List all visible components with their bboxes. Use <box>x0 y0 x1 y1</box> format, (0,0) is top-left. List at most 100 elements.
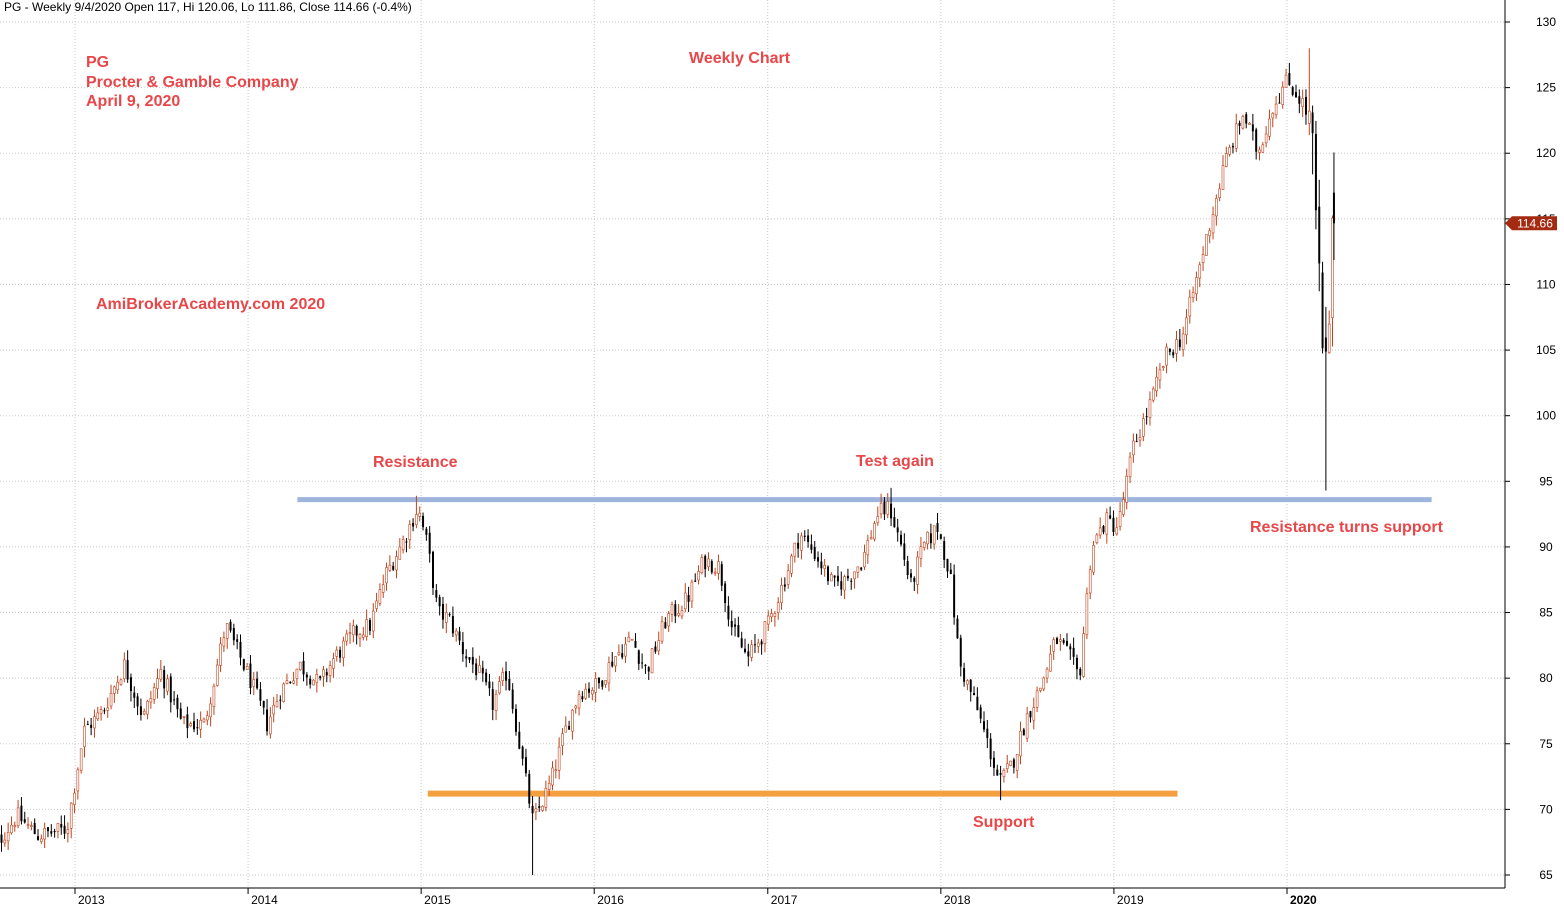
candle-body <box>876 516 880 524</box>
candle-body <box>1092 545 1095 573</box>
candle-body <box>926 531 929 545</box>
candle-body <box>873 523 876 540</box>
candle-body <box>817 557 820 562</box>
candle-body <box>1318 206 1321 264</box>
candle-body <box>428 532 431 554</box>
candle-body <box>966 680 969 685</box>
candle-body <box>454 630 458 636</box>
candle-body <box>561 733 564 747</box>
x-tick-label: 2020 <box>1290 893 1317 907</box>
candle-body <box>1298 96 1301 104</box>
candle-body <box>946 558 949 572</box>
candle-body <box>800 535 803 551</box>
candle-body <box>1291 87 1294 95</box>
candle-body <box>1327 323 1331 354</box>
candle-layer <box>0 48 1335 875</box>
candle-body <box>890 503 893 519</box>
candle-body <box>690 581 694 602</box>
candle-body <box>1148 399 1152 418</box>
candle-body <box>435 590 438 598</box>
candle-body <box>1035 690 1039 708</box>
candle-body <box>1102 525 1105 533</box>
candle-body <box>574 705 578 709</box>
candle-body <box>803 535 806 537</box>
candle-body <box>1201 254 1205 263</box>
candle-body <box>126 660 129 680</box>
candle-body <box>956 618 959 639</box>
candle-body <box>142 711 146 715</box>
candle-body <box>604 680 607 685</box>
candle-body <box>1112 517 1115 533</box>
candle-body <box>581 696 584 700</box>
candle-body <box>856 566 860 573</box>
candle-body <box>292 680 295 684</box>
candle-body <box>916 556 919 585</box>
candle-body <box>1062 640 1065 643</box>
candle-body <box>544 787 548 808</box>
candle-body <box>166 678 169 692</box>
candle-body <box>860 567 863 570</box>
candle-body <box>1069 646 1072 650</box>
candle-body <box>786 570 790 585</box>
candle-body <box>992 757 995 768</box>
candle-body <box>797 542 800 549</box>
candle-body <box>50 831 53 834</box>
candle-body <box>1321 272 1324 349</box>
candle-body <box>740 638 743 648</box>
candle-body <box>903 543 906 560</box>
candle-body <box>524 757 527 774</box>
candle-body <box>109 692 113 707</box>
candle-body <box>371 610 375 632</box>
candle-body <box>60 824 63 828</box>
candle-body <box>418 512 422 517</box>
test-again-label: Test again <box>856 453 934 470</box>
candle-body <box>458 631 461 641</box>
candle-body <box>245 666 249 671</box>
candle-body <box>1301 98 1304 107</box>
candle-body <box>488 681 491 689</box>
candle-body <box>10 824 13 834</box>
candle-body <box>763 621 767 644</box>
candle-body <box>1255 129 1258 152</box>
candle-body <box>734 624 737 627</box>
candle-body <box>747 651 750 657</box>
candle-body <box>564 725 568 733</box>
candle-body <box>30 825 33 827</box>
candle-body <box>1151 388 1155 401</box>
candle-body <box>780 585 783 604</box>
candle-body <box>969 679 972 692</box>
candle-body <box>461 642 464 655</box>
candle-body <box>667 613 670 627</box>
x-tick-label: 2018 <box>944 893 971 907</box>
candle-body <box>182 716 186 718</box>
candle-body <box>505 671 508 681</box>
candle-body <box>305 674 308 678</box>
candle-body <box>953 574 956 618</box>
candle-body <box>448 614 451 616</box>
candle-body <box>660 621 664 642</box>
candle-body <box>1304 96 1307 115</box>
candle-body <box>1268 118 1271 137</box>
candle-body <box>279 699 282 701</box>
chart-title: Weekly Chart <box>689 50 791 67</box>
y-tick-label: 100 <box>1536 409 1556 423</box>
candle-body <box>209 703 212 718</box>
candle-body <box>252 679 256 687</box>
candle-body <box>16 807 20 827</box>
candle-body <box>1278 102 1281 104</box>
candle-body <box>6 832 10 842</box>
candle-body <box>999 773 1002 775</box>
candle-body <box>850 580 853 582</box>
candle-body <box>554 769 558 772</box>
candle-body <box>242 659 245 670</box>
resistance-turns-support-label: Resistance turns support <box>1250 519 1443 536</box>
candle-body <box>863 552 866 568</box>
candle-body <box>836 575 839 582</box>
candle-body <box>262 700 265 708</box>
candle-body <box>146 700 149 715</box>
candle-body <box>76 769 80 792</box>
candle-body <box>650 648 654 674</box>
candle-body <box>63 825 66 834</box>
